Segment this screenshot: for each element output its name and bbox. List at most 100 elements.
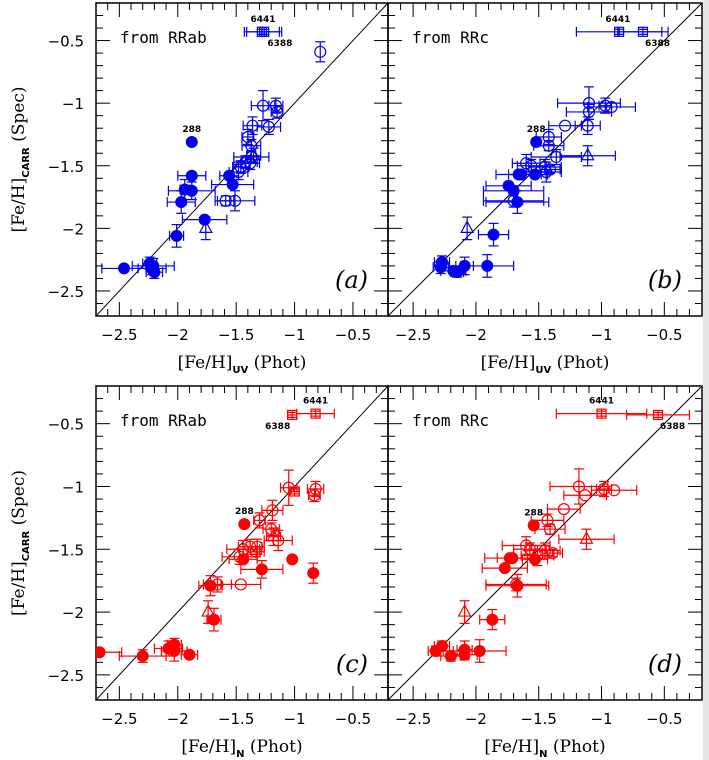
x-tick-label: −2 [465,326,487,344]
filled-circle-marker [175,196,188,209]
y-tick-label: −2 [62,604,84,622]
panel-d: −2.5 −2 −1.5 −1 −0.5 [Fe/H]N (Phot) from RRc (d… [387,385,703,760]
point-annotation: 288 [527,125,546,135]
x-tick-label: −1 [283,710,305,728]
x-axis-label: [Fe/H]N (Phot) [181,737,302,760]
data-point [289,486,300,497]
open-circle-marker [234,578,247,591]
panel-label: (b) [648,266,682,294]
data-point [427,645,444,658]
data-point [96,646,123,659]
filled-circle-marker [255,563,268,576]
x-tick-label: −2 [465,710,487,728]
data-point [238,518,251,531]
x-tick-label: −1.5 [218,710,254,728]
data-point [296,408,335,419]
data-point [167,181,216,201]
data-point [185,135,198,148]
filled-circle-marker [511,579,524,592]
panel-frame [387,385,703,701]
data-point [286,553,299,566]
open-triangle-marker [580,147,595,161]
data-point [574,116,601,136]
open-circle-marker [581,119,594,132]
filled-circle-marker [528,553,541,566]
filled-circle-marker [237,553,250,566]
data-point [118,649,167,663]
open-circle-marker [308,489,321,502]
y-axis-label: [Fe/H]CARR (Spec) [9,470,32,616]
data-point [206,607,222,632]
data-point [452,639,507,663]
data-point [261,499,284,521]
filled-circle-marker [473,645,486,658]
data-point [242,116,263,136]
point-annotation: 6388 [267,39,292,49]
filled-circle-marker [458,648,471,661]
open-circle-marker [572,480,586,493]
y-tick-label: −0.5 [48,33,84,51]
data-point [460,216,475,241]
filled-circle-marker [486,613,499,626]
open-circle-marker [550,150,563,164]
open-circle-marker [272,534,285,547]
panel-label: (d) [648,650,682,678]
filled-circle-marker [307,567,320,580]
data-point [256,118,282,136]
filled-circle-marker [136,650,149,663]
data-point [160,640,188,662]
data-point [131,257,175,275]
filled-circle-marker [511,196,524,209]
filled-circle-marker [118,262,131,275]
data-point [559,145,616,167]
filled-circle-marker [185,184,198,197]
data-point [228,553,258,566]
panel-title: from RRab [120,28,207,47]
page-edge-strip [703,0,709,760]
data-point [263,529,293,552]
filled-circle-marker [170,229,183,242]
data-point [198,216,213,241]
data-point [314,41,327,63]
data-point [246,26,283,37]
data-point [240,559,284,579]
x-tick-label: −0.5 [335,326,371,344]
data-point [534,523,566,536]
open-circle-marker [246,119,259,132]
open-triangle-marker [460,220,475,233]
point-annotation: 288 [235,507,254,517]
open-circle-marker [270,105,284,119]
y-tick-label: −1 [62,478,84,496]
data-point [485,573,550,598]
data-point [481,562,529,575]
open-circle-marker [262,120,275,134]
data-point [286,409,298,420]
x-tick-label: −2 [167,710,189,728]
point-annotation: 6441 [605,15,630,25]
open-circle-marker [607,484,621,497]
filled-circle-marker [185,135,198,148]
data-point [457,600,472,624]
open-circle-marker [314,45,327,58]
panel-frame [387,2,703,317]
open-circle-marker [520,539,533,552]
y-tick-label: −1.5 [48,541,84,559]
filled-circle-marker [96,646,106,659]
data-point [533,139,565,152]
x-tick-label: −1 [590,710,612,728]
data-point [450,266,464,279]
open-triangle-marker [579,530,594,544]
filled-circle-marker [185,169,198,182]
data-point [530,148,583,166]
point-annotation: 288 [524,508,543,518]
open-circle-marker [228,194,242,207]
panel-title: from RRc [412,411,489,430]
open-circle-marker [597,482,611,496]
filled-circle-marker [429,645,442,658]
panel-a: −2.5 −2 −1.5 −1 −0.5 −0.5 −1 −1.5 −2 −2.5 [Fe/H]CA… [9,2,389,376]
filled-circle-marker [238,518,251,531]
x-tick-label: −0.5 [646,710,682,728]
data-point [521,168,549,181]
data-point [590,484,638,497]
